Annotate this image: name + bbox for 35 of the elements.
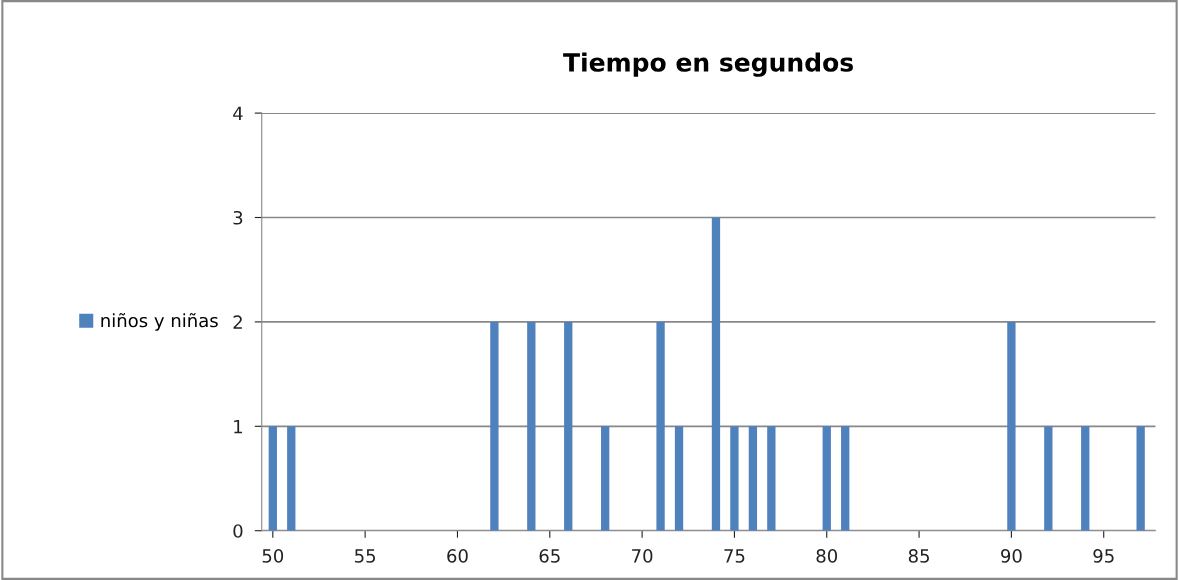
bar: [674, 426, 684, 531]
bar: [822, 426, 831, 531]
bar: [1007, 321, 1016, 531]
bar: [490, 321, 499, 531]
x-tick-label: 90: [1001, 549, 1022, 563]
bar: [527, 321, 536, 531]
bar: [748, 426, 758, 531]
y-tick-label: 3: [233, 210, 243, 225]
x-tick-label: 95: [1093, 549, 1114, 563]
x-tick-label: 80: [816, 549, 838, 563]
bar: [841, 426, 850, 531]
bar: [1081, 426, 1090, 531]
x-tick-label: 50: [262, 549, 284, 563]
bar: [656, 321, 665, 531]
x-tick-label: 70: [632, 549, 653, 563]
bar: [1044, 426, 1053, 531]
bar: [564, 321, 573, 531]
x-tick-label: 85: [908, 549, 929, 563]
bar: [730, 426, 739, 531]
bar: [287, 426, 296, 531]
x-tick-label: 55: [355, 549, 376, 563]
bar: [767, 426, 776, 531]
y-tick-label: 2: [233, 315, 242, 329]
bar: [1136, 426, 1145, 531]
legend-label: niños y niñas: [101, 313, 218, 331]
x-tick-label: 65: [539, 549, 560, 563]
y-tick-label: 1: [234, 420, 243, 434]
bar: [268, 426, 277, 531]
x-tick-label: 60: [447, 549, 468, 563]
bar: [711, 217, 721, 531]
y-tick-label: 0: [233, 524, 243, 538]
x-tick-label: 75: [724, 549, 745, 563]
bar: [601, 426, 610, 531]
y-tick-label: 4: [233, 106, 243, 120]
chart-title: Tiempo en segundos: [563, 52, 853, 77]
